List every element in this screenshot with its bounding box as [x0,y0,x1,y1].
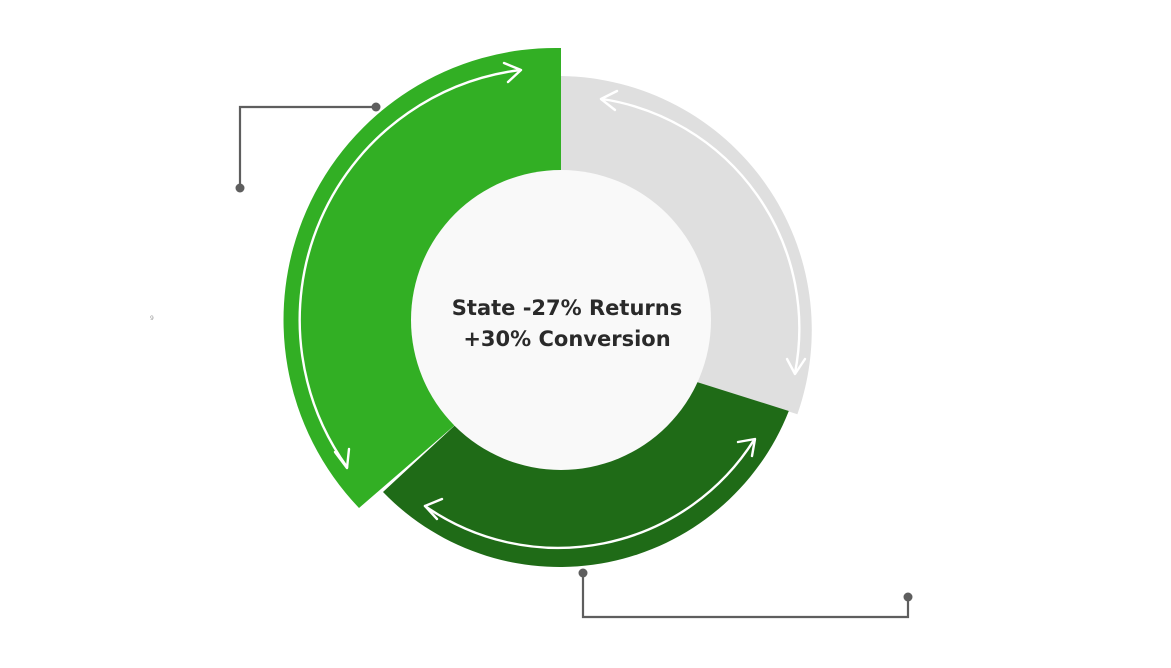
center-label: State -27% Returns +30% Conversion [412,293,722,355]
gray-arrow-head-bottom [785,357,807,376]
gray-arrow-head-top [599,89,619,112]
green-arrow-head-top [502,61,523,84]
stray-mark: 9 [150,315,154,322]
green-arrow-head-bottom [333,447,351,470]
gray-arrow [600,97,801,375]
dark-green-arrow-head-left [423,497,444,521]
center-hub [411,170,711,470]
bottom-right-connector [581,573,910,619]
segment-dark-green [383,381,789,568]
connector-dot [903,592,913,602]
connector-dot [578,568,588,578]
dark-green-arrow-head-right [736,437,757,458]
center-label-line-2: +30% Conversion [463,327,671,351]
dark-green-arrow [423,438,756,550]
green-arrow [298,68,522,469]
center-label-line-1: State -27% Returns [451,296,683,320]
connector-dot [235,183,245,193]
connector-dot [371,102,381,112]
top-left-connector [238,105,376,188]
